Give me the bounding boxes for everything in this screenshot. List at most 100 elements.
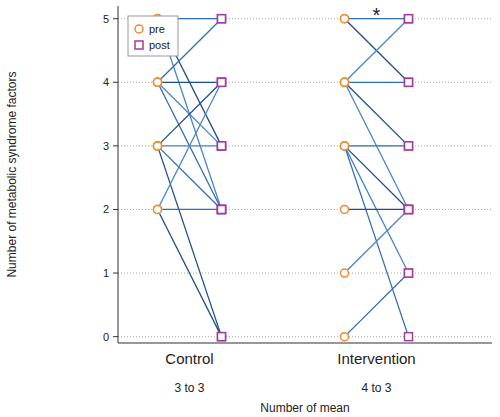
x-axis (118, 343, 492, 344)
group-subtitle: 4 to 3 (361, 381, 391, 395)
pair-line (345, 146, 409, 337)
marker-pre (154, 205, 162, 213)
chart: 012345Number of metabolic syndrome facto… (0, 0, 500, 417)
grid-line (118, 209, 492, 210)
marker-pre (154, 78, 162, 86)
marker-post (218, 78, 226, 86)
marker-post (218, 15, 226, 23)
marker-post (405, 15, 413, 23)
pair-line (345, 19, 409, 83)
y-axis (118, 6, 119, 343)
marker-pre (154, 142, 162, 150)
y-tick (113, 18, 118, 19)
marker-pre (341, 15, 349, 23)
annotation: * (373, 4, 381, 26)
grid-line (118, 336, 492, 337)
marker-post (218, 205, 226, 213)
marker-pre (341, 78, 349, 86)
group-subtitle: 3 to 3 (174, 381, 204, 395)
marker-post (218, 333, 226, 341)
legend-marker (135, 25, 143, 33)
marker-pre (341, 78, 349, 86)
marker-pre (341, 78, 349, 86)
marker-pre (154, 205, 162, 213)
marker-pre (154, 205, 162, 213)
marker-pre (341, 333, 349, 341)
pair-line (345, 19, 409, 83)
marker-pre (341, 142, 349, 150)
legend (128, 16, 178, 56)
legend-label: pre (149, 23, 165, 35)
marker-post (405, 333, 413, 341)
marker-pre (154, 142, 162, 150)
marker-post (218, 142, 226, 150)
legend-label: post (149, 39, 170, 51)
y-tick-label: 4 (103, 76, 109, 88)
pair-line (345, 209, 409, 273)
y-tick-label: 1 (103, 267, 109, 279)
marker-post (218, 205, 226, 213)
marker-post (405, 142, 413, 150)
pair-line (158, 82, 222, 146)
marker-post (218, 333, 226, 341)
marker-pre (341, 269, 349, 277)
marker-post (405, 269, 413, 277)
legend-marker (135, 41, 143, 49)
marker-pre (154, 142, 162, 150)
marker-pre (341, 78, 349, 86)
marker-post (218, 15, 226, 23)
marker-post (405, 269, 413, 277)
grid-line (118, 145, 492, 146)
marker-pre (154, 78, 162, 86)
marker-post (405, 205, 413, 213)
pair-line (345, 273, 409, 337)
marker-pre (341, 205, 349, 213)
y-tick (113, 336, 118, 337)
marker-post (218, 78, 226, 86)
pair-line (158, 146, 222, 210)
pair-line (345, 145, 409, 146)
pair-line (158, 82, 222, 83)
marker-post (405, 205, 413, 213)
y-tick (113, 145, 118, 146)
y-tick (113, 209, 118, 210)
marker-pre (341, 15, 349, 23)
pair-line (345, 209, 409, 210)
marker-pre (154, 142, 162, 150)
grid-line (118, 82, 492, 83)
grid-line (118, 273, 492, 274)
group-label: Intervention (337, 350, 415, 367)
marker-pre (154, 78, 162, 86)
marker-pre (341, 142, 349, 150)
marker-post (405, 205, 413, 213)
marker-post (405, 15, 413, 23)
y-tick (113, 82, 118, 83)
marker-post (405, 205, 413, 213)
pair-line (345, 82, 409, 209)
y-tick (113, 273, 118, 274)
pair-line (345, 146, 409, 210)
pair-line (158, 82, 222, 146)
marker-post (405, 78, 413, 86)
y-tick-label: 0 (103, 331, 109, 343)
marker-post (405, 142, 413, 150)
pair-line (158, 146, 222, 337)
marker-pre (154, 78, 162, 86)
pair-line (158, 82, 222, 209)
pair-line (158, 209, 222, 210)
marker-post (218, 205, 226, 213)
marker-post (405, 78, 413, 86)
y-axis-label: Number of metabolic syndrome factors (5, 71, 19, 277)
y-tick-label: 3 (103, 140, 109, 152)
marker-post (218, 205, 226, 213)
pair-line (345, 82, 409, 146)
marker-post (218, 142, 226, 150)
pair-line (158, 82, 222, 209)
pair-line (158, 209, 222, 336)
marker-post (218, 142, 226, 150)
y-tick-label: 2 (103, 203, 109, 215)
plot-area (154, 15, 413, 341)
marker-post (218, 78, 226, 86)
pair-line (345, 146, 409, 273)
x-axis-label: Number of mean (260, 401, 349, 415)
